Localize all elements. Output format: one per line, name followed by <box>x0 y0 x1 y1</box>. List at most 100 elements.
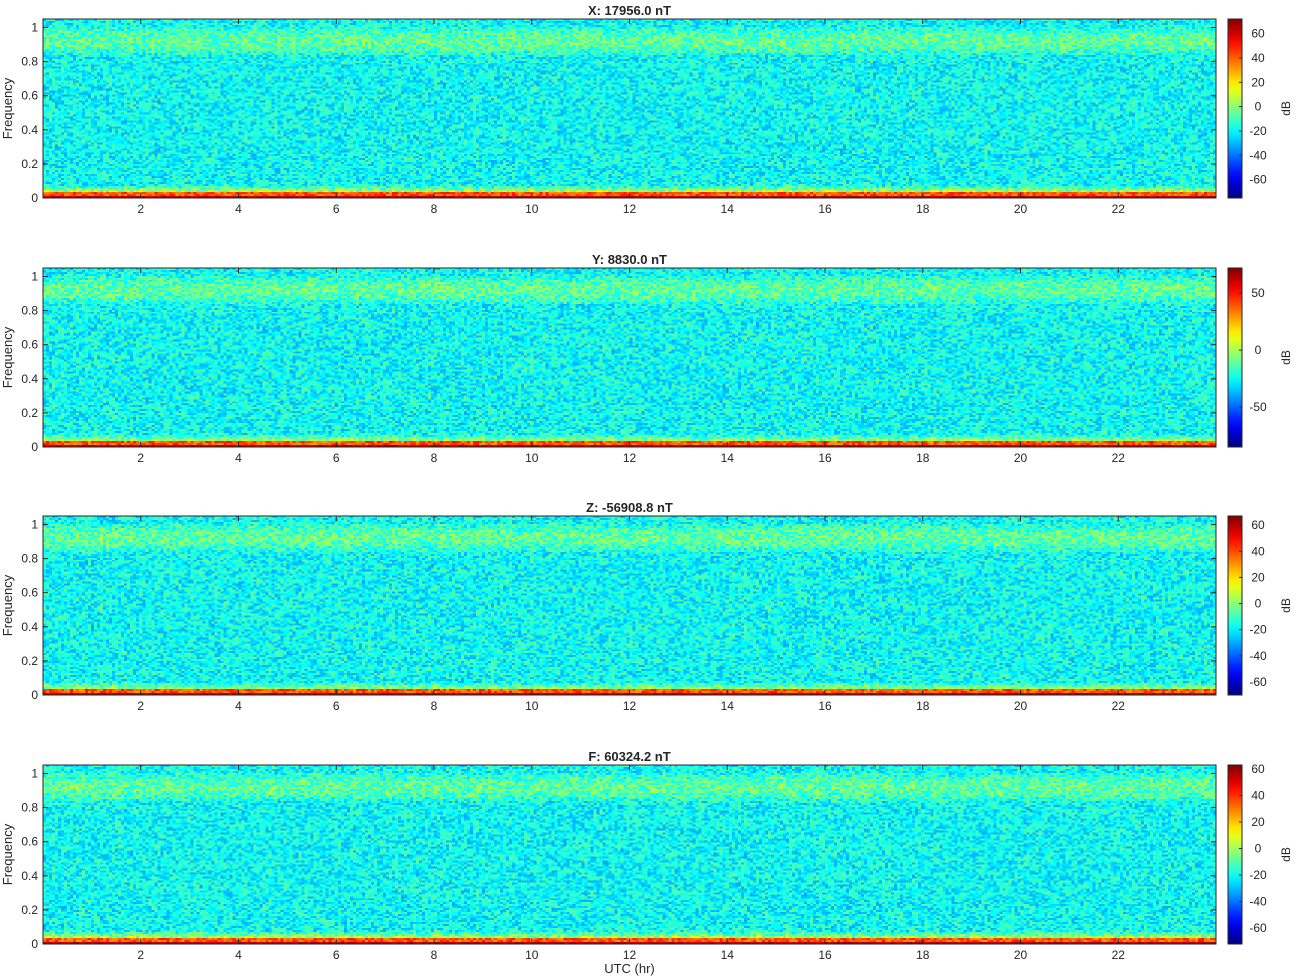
colorbar-tick-label: 0 <box>1255 343 1262 357</box>
x-tick-label: 4 <box>235 202 242 216</box>
colorbar <box>1228 19 1242 198</box>
x-tick-label: 8 <box>431 451 438 465</box>
colorbar-tick-label: -20 <box>1249 623 1267 637</box>
colorbar-tick-label: -40 <box>1249 649 1267 663</box>
y-tick-label: 1 <box>31 518 38 532</box>
y-tick-label: 0.2 <box>21 654 38 668</box>
x-tick-label: 22 <box>1112 202 1126 216</box>
y-axis-label: Frequency <box>0 823 15 885</box>
x-tick-label: 10 <box>525 948 539 962</box>
x-tick-label: 14 <box>721 202 735 216</box>
x-tick-label: 4 <box>235 451 242 465</box>
spectrogram-panel: 2 4 6 8 10 12 14 16 18 20 22 0 0.2 0.4 0.6 0.8 1 Y: 8830.… <box>0 252 1293 465</box>
y-tick-label: 0.8 <box>21 304 38 318</box>
x-axis-label: UTC (hr) <box>604 961 655 976</box>
colorbar-label: dB <box>1279 598 1293 613</box>
y-tick-label: 1 <box>31 767 38 781</box>
y-tick-label: 0.8 <box>21 552 38 566</box>
x-tick-label: 16 <box>818 202 832 216</box>
colorbar-tick-label: -60 <box>1249 921 1267 935</box>
colorbar-tick-label: -40 <box>1249 895 1267 909</box>
x-tick-label: 22 <box>1112 451 1126 465</box>
x-tick-label: 8 <box>431 699 438 713</box>
y-tick-label: 0 <box>31 937 38 951</box>
y-tick-label: 0 <box>31 688 38 702</box>
spectrogram-image <box>43 516 1216 695</box>
colorbar-box <box>1227 267 1243 448</box>
y-tick-label: 0.4 <box>21 620 38 634</box>
panel-title: Z: -56908.8 nT <box>586 500 673 515</box>
y-tick-label: 0 <box>31 191 38 205</box>
x-tick-label: 4 <box>235 948 242 962</box>
x-tick-label: 20 <box>1014 202 1028 216</box>
x-tick-label: 18 <box>916 699 930 713</box>
panel-title: F: 60324.2 nT <box>588 749 670 764</box>
x-tick-label: 16 <box>818 699 832 713</box>
x-tick-label: 18 <box>916 451 930 465</box>
panel-title: X: 17956.0 nT <box>588 3 671 18</box>
x-tick-label: 2 <box>137 948 144 962</box>
colorbar-label: dB <box>1279 101 1293 116</box>
colorbar-tick-label: 50 <box>1251 286 1265 300</box>
x-tick-label: 8 <box>431 202 438 216</box>
colorbar-tick-label: 20 <box>1251 75 1265 89</box>
y-tick-label: 1 <box>31 21 38 35</box>
colorbar-tick-label: 60 <box>1251 518 1265 532</box>
spectrogram-panel: 2 4 6 8 10 12 14 16 18 20 22 0 0.2 0.4 0.6 0.8 1 F: 60324… <box>0 749 1293 976</box>
y-tick-label: 0.2 <box>21 903 38 917</box>
colorbar-tick-label: -60 <box>1249 675 1267 689</box>
x-tick-label: 22 <box>1112 948 1126 962</box>
y-tick-label: 0.4 <box>21 869 38 883</box>
x-tick-label: 6 <box>333 699 340 713</box>
colorbar-tick-label: 0 <box>1255 842 1262 856</box>
y-tick-label: 0.6 <box>21 835 38 849</box>
x-tick-label: 12 <box>623 202 637 216</box>
panel-title: Y: 8830.0 nT <box>592 252 667 267</box>
x-tick-label: 12 <box>623 699 637 713</box>
spectrogram-image <box>43 765 1216 944</box>
x-tick-label: 6 <box>333 451 340 465</box>
spectrogram-image <box>43 19 1216 198</box>
y-tick-label: 0.6 <box>21 89 38 103</box>
x-tick-label: 10 <box>525 699 539 713</box>
colorbar <box>1228 765 1242 944</box>
y-tick-label: 1 <box>31 270 38 284</box>
y-tick-label: 0 <box>31 440 38 454</box>
x-tick-label: 14 <box>721 451 735 465</box>
y-tick-label: 0.2 <box>21 406 38 420</box>
x-tick-label: 12 <box>623 451 637 465</box>
colorbar-label: dB <box>1279 847 1293 862</box>
colorbar-tick-label: 60 <box>1251 762 1265 776</box>
x-tick-label: 20 <box>1014 451 1028 465</box>
colorbar-box <box>1227 764 1243 945</box>
colorbar-tick-label: 40 <box>1251 544 1265 558</box>
spectrogram-image <box>43 268 1216 447</box>
spectrogram-panel: 2 4 6 8 10 12 14 16 18 20 22 0 0.2 0.4 0.6 0.8 1 Z: -5690… <box>0 500 1293 713</box>
x-tick-label: 16 <box>818 948 832 962</box>
x-tick-label: 2 <box>137 699 144 713</box>
x-tick-label: 20 <box>1014 699 1028 713</box>
y-axis-label: Frequency <box>0 77 15 139</box>
colorbar-tick-label: -20 <box>1249 124 1267 138</box>
colorbar-tick-label: -40 <box>1249 148 1267 162</box>
x-tick-label: 18 <box>916 202 930 216</box>
colorbar <box>1228 516 1242 695</box>
y-tick-label: 0.8 <box>21 801 38 815</box>
x-tick-label: 18 <box>916 948 930 962</box>
x-tick-label: 6 <box>333 948 340 962</box>
x-tick-label: 8 <box>431 948 438 962</box>
x-tick-label: 14 <box>721 948 735 962</box>
colorbar-tick-label: 40 <box>1251 788 1265 802</box>
y-tick-label: 0.2 <box>21 157 38 171</box>
colorbar-tick-label: -50 <box>1249 400 1267 414</box>
colorbar-tick-label: 0 <box>1255 100 1262 114</box>
x-tick-label: 22 <box>1112 699 1126 713</box>
colorbar-box <box>1227 515 1243 696</box>
x-tick-label: 16 <box>818 451 832 465</box>
colorbar-tick-label: 0 <box>1255 597 1262 611</box>
y-tick-label: 0.6 <box>21 586 38 600</box>
colorbar-tick-label: 20 <box>1251 570 1265 584</box>
x-tick-label: 2 <box>137 202 144 216</box>
x-tick-label: 6 <box>333 202 340 216</box>
